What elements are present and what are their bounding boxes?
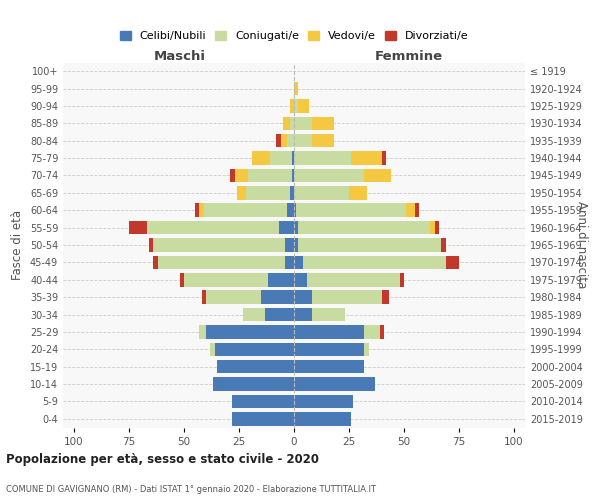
Bar <box>281 134 287 147</box>
Bar <box>232 394 294 408</box>
Bar <box>294 82 298 96</box>
Text: Popolazione per età, sesso e stato civile - 2020: Popolazione per età, sesso e stato civil… <box>6 452 319 466</box>
Bar <box>149 238 153 252</box>
Bar <box>294 186 349 200</box>
Bar <box>235 168 248 182</box>
Bar <box>294 99 298 112</box>
Bar <box>195 204 199 217</box>
Bar <box>179 273 184 286</box>
Bar <box>294 308 311 322</box>
Bar <box>212 378 294 391</box>
Bar <box>294 152 351 165</box>
Bar <box>158 256 285 269</box>
Bar <box>270 152 292 165</box>
Bar <box>298 99 310 112</box>
Bar <box>206 290 261 304</box>
Bar <box>217 360 294 374</box>
Bar <box>153 256 158 269</box>
Bar <box>311 116 334 130</box>
Bar <box>206 325 294 338</box>
Bar <box>199 325 206 338</box>
Bar <box>184 273 268 286</box>
Bar <box>290 186 294 200</box>
Bar <box>382 152 386 165</box>
Y-axis label: Anni di nascita: Anni di nascita <box>575 202 588 288</box>
Bar <box>311 290 382 304</box>
Bar <box>285 238 294 252</box>
Legend: Celibi/Nubili, Coniugati/e, Vedovi/e, Divorziati/e: Celibi/Nubili, Coniugati/e, Vedovi/e, Di… <box>115 26 473 46</box>
Bar <box>294 360 364 374</box>
Bar <box>230 168 235 182</box>
Bar <box>232 412 294 426</box>
Bar <box>311 308 344 322</box>
Bar <box>446 256 459 269</box>
Bar <box>211 342 215 356</box>
Bar <box>294 342 364 356</box>
Bar <box>290 116 294 130</box>
Bar <box>430 221 435 234</box>
Bar <box>303 256 446 269</box>
Bar <box>268 273 294 286</box>
Bar <box>294 412 351 426</box>
Bar <box>204 204 287 217</box>
Bar <box>294 256 303 269</box>
Text: Maschi: Maschi <box>154 50 206 64</box>
Bar <box>248 168 292 182</box>
Bar <box>298 221 430 234</box>
Bar <box>351 152 382 165</box>
Bar <box>294 134 311 147</box>
Bar <box>298 238 442 252</box>
Bar <box>287 204 294 217</box>
Bar <box>307 273 400 286</box>
Bar <box>261 290 294 304</box>
Bar <box>380 325 384 338</box>
Bar <box>294 378 376 391</box>
Text: COMUNE DI GAVIGNANO (RM) - Dati ISTAT 1° gennaio 2020 - Elaborazione TUTTITALIA.: COMUNE DI GAVIGNANO (RM) - Dati ISTAT 1°… <box>6 485 376 494</box>
Text: Femmine: Femmine <box>374 50 442 64</box>
Bar <box>415 204 419 217</box>
Bar <box>442 238 446 252</box>
Bar <box>245 186 290 200</box>
Y-axis label: Fasce di età: Fasce di età <box>11 210 24 280</box>
Bar <box>215 342 294 356</box>
Bar <box>153 238 285 252</box>
Bar <box>146 221 278 234</box>
Bar <box>364 325 380 338</box>
Bar <box>244 308 265 322</box>
Bar <box>294 221 298 234</box>
Bar <box>294 116 311 130</box>
Bar <box>294 204 296 217</box>
Bar <box>294 394 353 408</box>
Bar <box>277 134 281 147</box>
Bar <box>294 168 364 182</box>
Bar <box>406 204 415 217</box>
Bar <box>349 186 367 200</box>
Bar <box>292 168 294 182</box>
Bar <box>382 290 389 304</box>
Bar <box>294 290 311 304</box>
Bar <box>294 273 307 286</box>
Bar <box>202 290 206 304</box>
Bar <box>237 186 245 200</box>
Bar <box>265 308 294 322</box>
Bar <box>199 204 204 217</box>
Bar <box>294 325 364 338</box>
Bar <box>290 99 294 112</box>
Bar <box>287 134 294 147</box>
Bar <box>435 221 439 234</box>
Bar <box>311 134 334 147</box>
Bar <box>278 221 294 234</box>
Bar <box>252 152 270 165</box>
Bar <box>364 168 391 182</box>
Bar <box>283 116 290 130</box>
Bar <box>400 273 404 286</box>
Bar <box>285 256 294 269</box>
Bar <box>294 238 298 252</box>
Bar <box>129 221 146 234</box>
Bar <box>296 204 406 217</box>
Bar <box>364 342 369 356</box>
Bar <box>292 152 294 165</box>
